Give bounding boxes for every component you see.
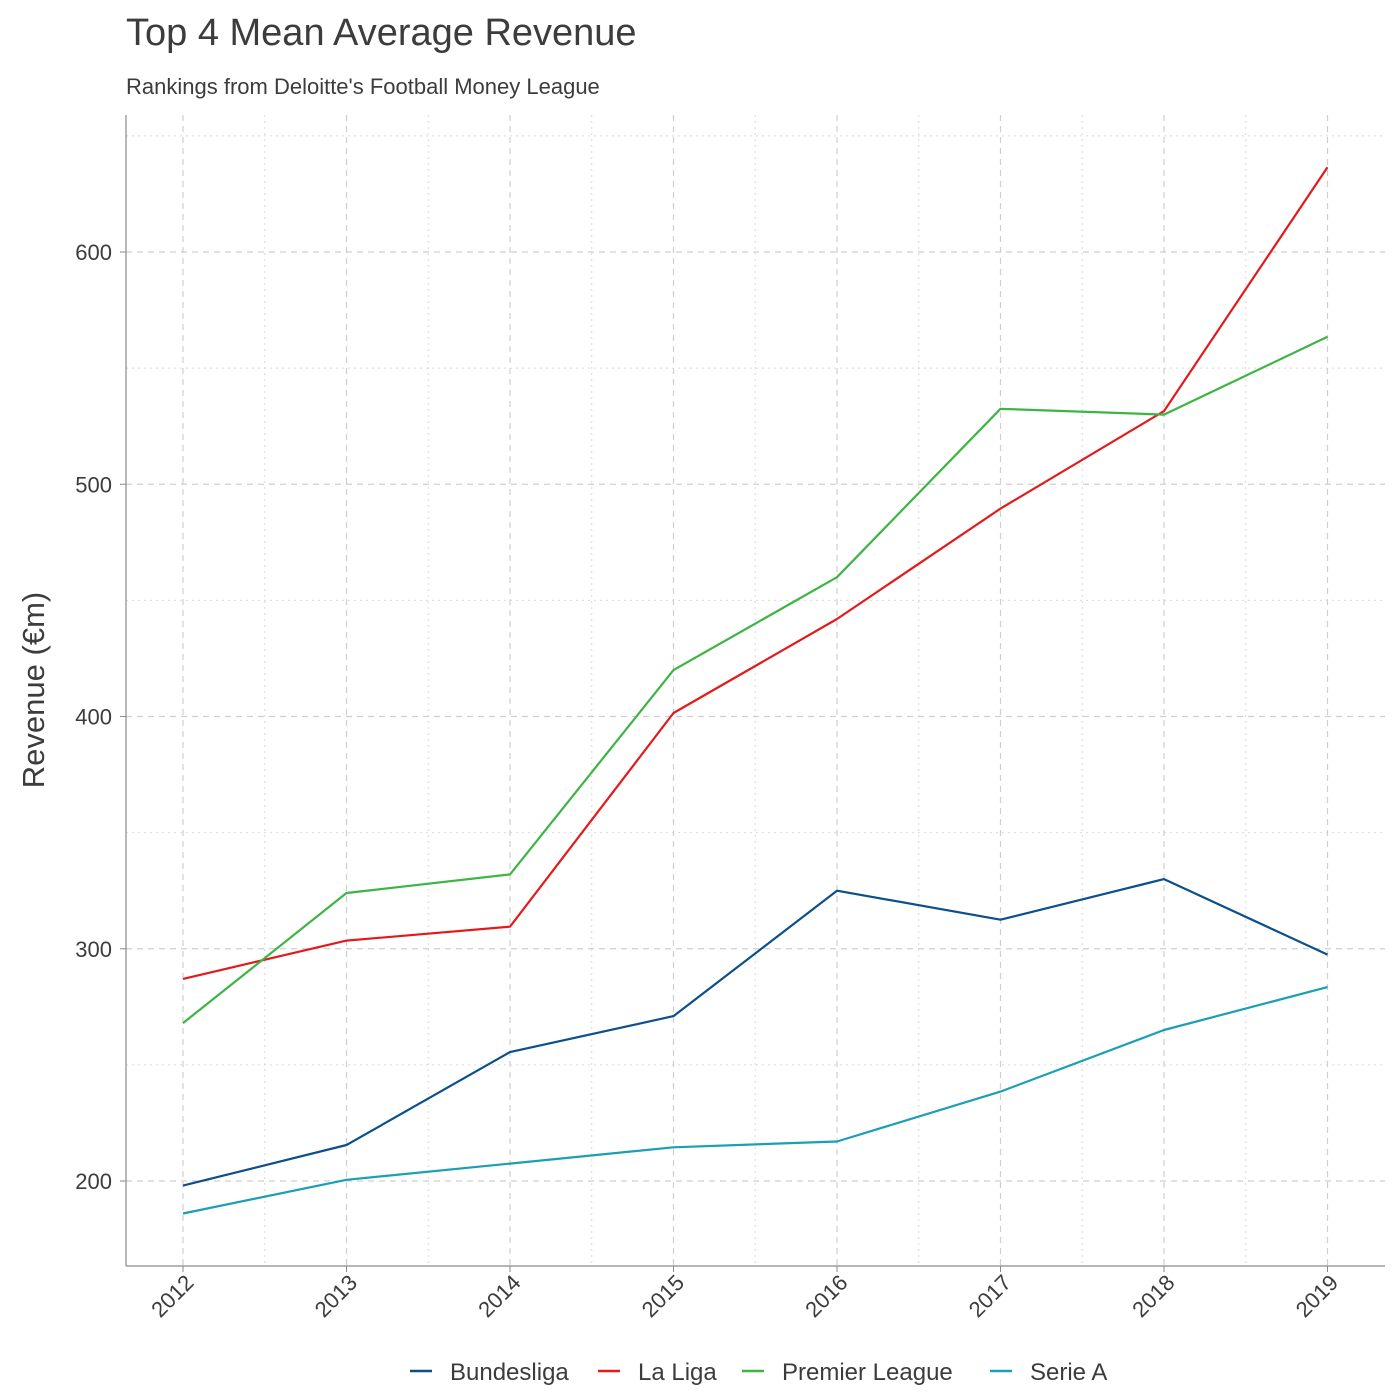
- axes: [120, 115, 1385, 1272]
- x-tick-label: 2015: [637, 1270, 689, 1322]
- series-line-la-liga: [182, 166, 1329, 980]
- x-tick-label: 2013: [310, 1270, 362, 1322]
- y-tick-label: 300: [75, 937, 112, 962]
- legend-label-la-liga: La Liga: [638, 1359, 717, 1386]
- chart-title: Top 4 Mean Average Revenue: [126, 12, 637, 54]
- x-tick-labels: 2012 2013 2014 2015 2016 2017 2018 2019: [146, 1270, 1343, 1322]
- y-axis-title: Revenue (€m): [16, 592, 51, 788]
- series-line-premier-league: [182, 335, 1328, 1024]
- grid-major: [126, 115, 1385, 1266]
- legend-label-premier-league: Premier League: [782, 1359, 953, 1386]
- series-lines: [182, 166, 1329, 1215]
- x-tick-label: 2019: [1291, 1270, 1343, 1322]
- legend-label-bundesliga: Bundesliga: [450, 1359, 569, 1386]
- y-tick-label: 200: [75, 1169, 112, 1194]
- y-tick-label: 600: [75, 240, 112, 265]
- legend-label-serie-a: Serie A: [1030, 1359, 1107, 1386]
- x-tick-label: 2012: [146, 1270, 198, 1322]
- y-tick-labels: 200 300 400 500 600: [75, 240, 112, 1194]
- y-tick-label: 500: [75, 472, 112, 497]
- x-tick-label: 2016: [800, 1270, 852, 1322]
- grid-minor: [126, 115, 1385, 1266]
- chart-subtitle: Rankings from Deloitte's Football Money …: [126, 74, 600, 99]
- x-tick-label: 2014: [473, 1270, 525, 1322]
- y-tick-label: 400: [75, 705, 112, 730]
- series-line-serie-a: [182, 986, 1328, 1215]
- x-tick-label: 2018: [1127, 1270, 1179, 1322]
- x-tick-label: 2017: [964, 1270, 1016, 1322]
- series-line-bundesliga: [182, 877, 1328, 1187]
- legend: Bundesliga La Liga Premier League Serie A: [410, 1359, 1107, 1386]
